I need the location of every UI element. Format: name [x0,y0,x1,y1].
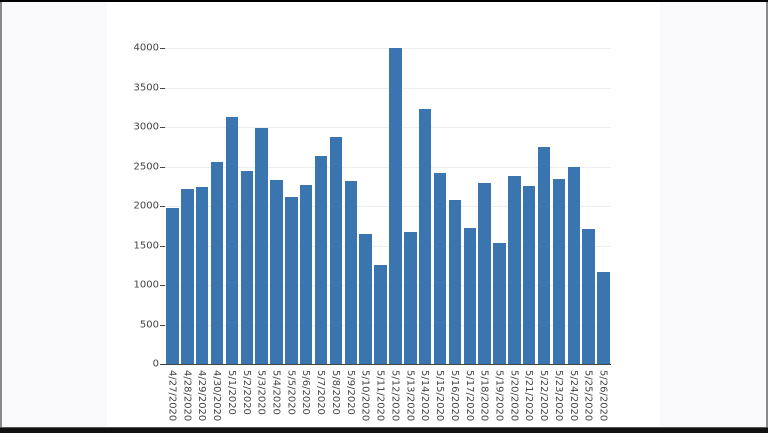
right-panel [660,2,768,427]
x-tick-label: 5/10/2020 [359,370,371,422]
y-tick-mark [160,285,165,286]
bar[interactable] [225,116,239,364]
bar[interactable] [195,187,209,364]
x-tick-label: 5/25/2020 [582,370,594,422]
bar[interactable] [478,183,491,364]
y-tick-label: 500 [139,319,159,330]
y-tick-mark [160,166,165,168]
bar[interactable] [567,166,581,364]
bar[interactable] [299,185,313,364]
bottom-border [0,427,768,433]
y-tick-mark [160,245,165,247]
bar[interactable] [404,232,417,364]
x-tick-label: 5/22/2020 [538,370,550,422]
x-tick-label: 5/13/2020 [404,370,416,422]
x-tick-label: 5/6/2020 [300,370,312,415]
bar[interactable] [537,147,551,364]
left-panel [0,2,107,427]
bar[interactable] [433,172,447,364]
y-tick-mark [160,87,165,89]
top-border [0,0,768,2]
gridline [165,166,611,168]
x-tick-label: 5/26/2020 [597,370,609,422]
x-tick-label: 5/7/2020 [315,370,327,415]
x-tick-label: 4/27/2020 [166,370,178,422]
y-tick-label: 0 [152,358,159,370]
x-tick-label: 5/17/2020 [463,370,475,422]
bar[interactable] [448,200,462,364]
x-tick-label: 5/16/2020 [448,370,460,422]
bar[interactable] [181,189,194,364]
bar[interactable] [508,175,521,364]
x-tick-label: 5/1/2020 [225,370,237,415]
bar[interactable] [255,128,268,364]
bar[interactable] [389,48,402,364]
y-tick-label: 3000 [133,121,159,133]
x-tick-label: 5/3/2020 [255,370,267,415]
y-tick-mark [160,127,165,128]
bar[interactable] [285,197,298,364]
x-tick-label: 5/4/2020 [270,370,282,415]
bar[interactable] [597,271,610,364]
y-tick-label: 3500 [133,82,159,93]
x-tick-label: 5/12/2020 [389,370,401,422]
gridline [165,285,611,286]
y-tick-label: 1500 [133,240,159,251]
bar[interactable] [210,162,224,364]
y-tick-label: 2000 [133,200,159,212]
bar[interactable] [166,207,179,364]
bar[interactable] [493,242,506,364]
y-tick-mark [160,364,165,365]
y-tick-mark [160,48,165,49]
bar[interactable] [463,227,476,364]
gridline [165,127,611,128]
x-tick-label: 5/20/2020 [508,370,520,422]
bar[interactable] [344,181,358,364]
x-tick-label: 5/11/2020 [374,370,386,422]
bar[interactable] [270,179,283,364]
x-axis-line [165,364,611,365]
bar-chart-plot-area: 0 500 1000 1500 2000 2500 3000 3500 4000 4/27/202… [134,43,611,421]
x-tick-label: 4/28/2020 [181,370,193,422]
bar[interactable] [329,137,343,364]
y-tick-label: 2500 [133,161,159,172]
x-tick-label: 5/9/2020 [344,370,356,415]
x-tick-label: 5/21/2020 [523,370,535,422]
x-tick-label: 5/2/2020 [240,370,252,415]
bar[interactable] [552,178,566,364]
gridline [165,324,611,326]
bar[interactable] [522,185,536,364]
gridline [165,245,611,247]
y-tick-label: 4000 [133,42,159,54]
x-tick-label: 5/23/2020 [552,370,564,422]
bar[interactable] [314,156,328,364]
gridline [165,48,611,49]
x-tick-label: 5/24/2020 [567,370,579,422]
x-tick-label: 4/29/2020 [196,370,208,422]
y-tick-mark [160,206,165,207]
y-tick-label: 1000 [133,279,159,291]
bar[interactable] [359,233,372,364]
x-tick-label: 5/5/2020 [285,370,297,415]
x-tick-label: 4/30/2020 [211,370,223,422]
bar[interactable] [374,264,387,364]
bar[interactable] [240,171,253,364]
x-tick-label: 5/15/2020 [434,370,446,422]
x-tick-label: 5/8/2020 [329,370,341,415]
x-tick-label: 5/14/2020 [419,370,431,422]
y-tick-mark [160,324,165,326]
bar[interactable] [582,229,595,364]
gridline [165,206,611,207]
x-tick-label: 5/18/2020 [478,370,490,422]
bar[interactable] [418,109,432,364]
gridline [165,87,611,89]
x-tick-label: 5/19/2020 [493,370,505,422]
